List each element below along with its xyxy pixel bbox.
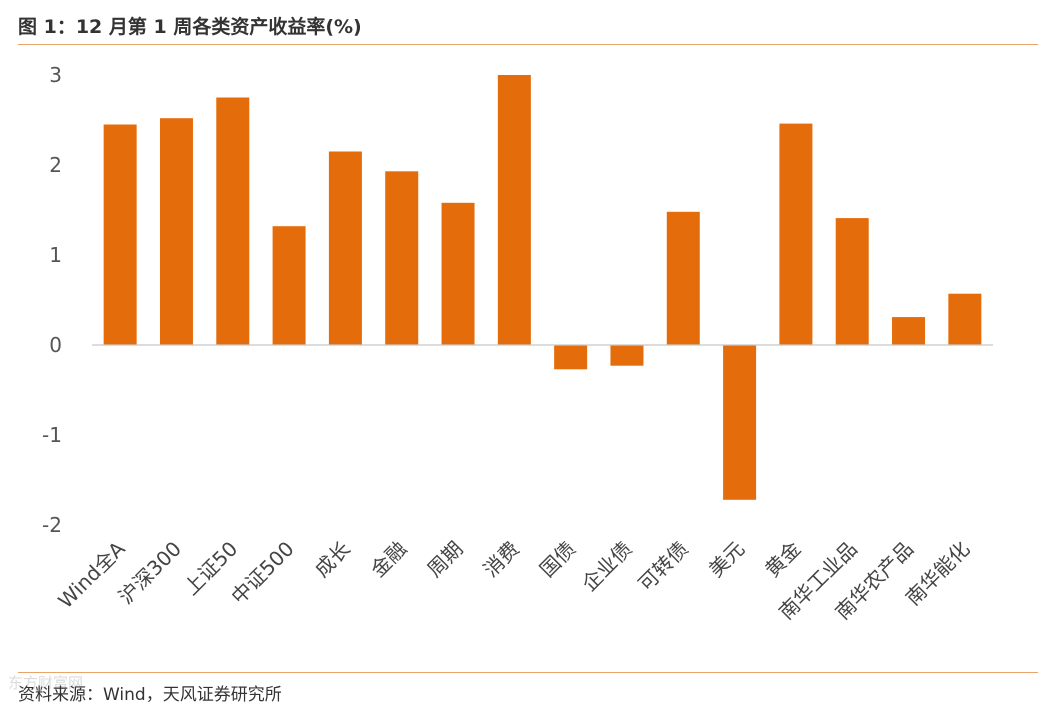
x-category-label: 中证500 — [226, 537, 298, 609]
x-category-label: 金融 — [366, 537, 411, 582]
bar — [441, 202, 475, 345]
source-note: 资料来源：Wind，天风证券研究所 — [18, 685, 282, 705]
x-category-label: Wind全A — [53, 536, 130, 613]
bar — [779, 123, 813, 345]
x-category-label: 沪深300 — [114, 537, 186, 609]
x-category-label: 成长 — [310, 537, 355, 582]
y-tick-label: 2 — [49, 153, 62, 177]
bar — [835, 218, 869, 345]
bar — [272, 226, 306, 345]
x-category-label: 企业债 — [577, 537, 636, 596]
bar — [723, 345, 757, 500]
x-category-label: 国债 — [535, 537, 580, 582]
watermark-text: 东方财富网 — [8, 674, 84, 692]
figure-title: 图 1：12 月第 1 周各类资产收益率(%) — [18, 16, 362, 38]
x-category-label: 可转债 — [633, 537, 692, 596]
footer-rule — [18, 672, 1038, 673]
y-tick-label: -1 — [42, 423, 62, 447]
bar — [554, 345, 588, 370]
bar — [948, 293, 982, 345]
x-category-label: 美元 — [704, 537, 749, 582]
x-category-label: 周期 — [422, 537, 467, 582]
y-tick-label: -2 — [42, 513, 62, 537]
bar — [328, 151, 362, 345]
y-tick-label: 3 — [49, 63, 62, 87]
bar — [159, 118, 193, 345]
bar — [892, 317, 926, 345]
bar — [666, 211, 700, 345]
y-tick-label: 1 — [49, 243, 62, 267]
x-category-label: 黄金 — [760, 537, 805, 582]
bar — [385, 171, 419, 345]
y-tick-label: 0 — [49, 333, 62, 357]
title-rule — [18, 44, 1038, 45]
bar — [497, 75, 531, 345]
x-category-label: 消费 — [479, 537, 524, 582]
bar — [216, 97, 250, 345]
bar — [610, 345, 644, 366]
bar — [103, 124, 137, 345]
